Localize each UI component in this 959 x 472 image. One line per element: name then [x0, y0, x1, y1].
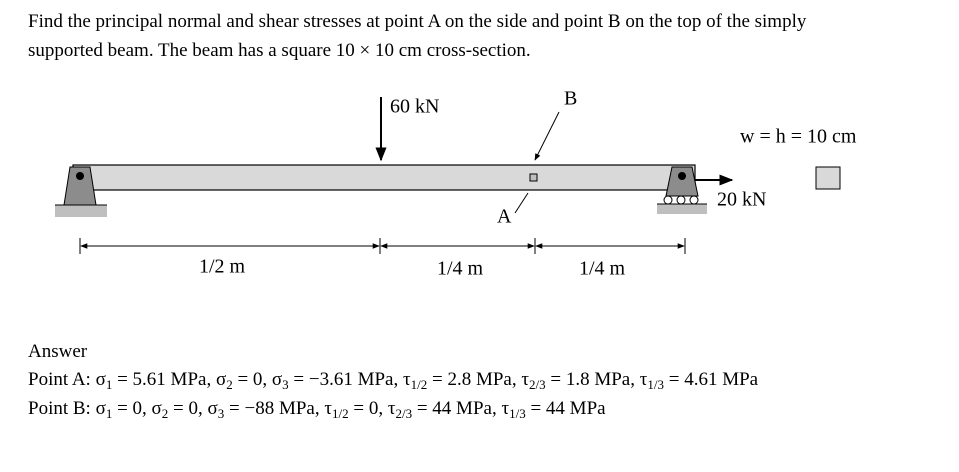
- answer-line: Point B: σ1 = 0, σ2 = 0, σ3 = −88 MPa, τ…: [28, 398, 606, 420]
- subscript: 2: [226, 377, 233, 392]
- answer-text: = 44 MPa: [525, 398, 606, 419]
- subscript: 3: [282, 377, 289, 392]
- subscript: 2/3: [529, 377, 546, 392]
- subscript: 1: [105, 406, 113, 421]
- problem-line: Find the principal normal and shear stre…: [28, 11, 807, 32]
- cross-section: [815, 166, 841, 190]
- subscript: 1/2: [410, 377, 428, 392]
- dimension-lines: [79, 238, 686, 254]
- dimension-label: 1/4 m: [437, 258, 484, 280]
- beam: [72, 164, 696, 191]
- answer-heading: Answer: [28, 341, 88, 362]
- element-b: [529, 173, 538, 182]
- answer-text: = 0, σ: [232, 369, 283, 390]
- subscript: 1/3: [647, 377, 664, 392]
- load-label: 20 kN: [717, 189, 766, 211]
- answer-text: = −3.61 MPa, τ: [288, 369, 411, 390]
- problem-line: supported beam. The beam has a square 10…: [28, 40, 531, 61]
- pointer: [514, 192, 529, 214]
- subscript: 2/3: [395, 406, 413, 421]
- subscript: 2: [161, 406, 169, 421]
- answer-line: Point A: σ1 = 5.61 MPa, σ2 = 0, σ3 = −3.…: [28, 369, 758, 391]
- subscript: 3: [217, 406, 225, 421]
- answer-text: = 4.61 MPa: [664, 369, 759, 390]
- answer-text: Point B: σ: [28, 398, 106, 419]
- answer-text: = 0, σ: [168, 398, 218, 419]
- subscript: 1/3: [509, 406, 526, 421]
- point-label: A: [497, 206, 512, 228]
- pin-support: [55, 166, 107, 217]
- section-label: w = h = 10 cm: [740, 126, 857, 148]
- answer-text: = 44 MPa, τ: [412, 398, 510, 419]
- answer-text: = 1.8 MPa, τ: [545, 369, 648, 390]
- answer-text: = 0, τ: [348, 398, 396, 419]
- subscript: 1: [105, 377, 113, 392]
- answer-text: = −88 MPa, τ: [224, 398, 332, 419]
- answer-text: = 0, σ: [112, 398, 162, 419]
- load-label: 60 kN: [390, 96, 439, 118]
- pointer: [534, 111, 560, 161]
- answer-text: = 5.61 MPa, σ: [112, 369, 227, 390]
- roller-support: [657, 166, 707, 214]
- answer-text: = 2.8 MPa, τ: [427, 369, 529, 390]
- subscript: 1/2: [331, 406, 349, 421]
- figure: 60 kN B A 20 kN w = h = 10 cm 1/2 m 1/4 …: [55, 88, 857, 280]
- point-label: B: [564, 88, 577, 110]
- dimension-label: 1/2 m: [199, 256, 246, 278]
- dimension-label: 1/4 m: [579, 258, 626, 280]
- answer-text: Point A: σ: [28, 369, 106, 390]
